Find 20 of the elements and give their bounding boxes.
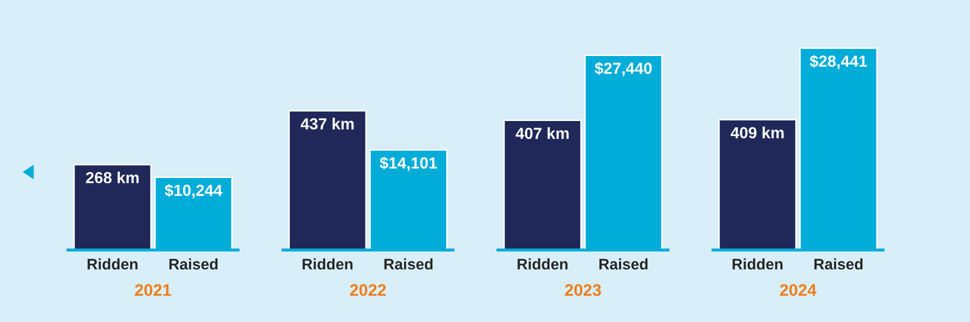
- data-label: 437 km: [300, 118, 354, 130]
- data-label: $14,101: [380, 156, 437, 171]
- data-label: $28,441: [810, 54, 867, 70]
- data-label: $27,440: [594, 62, 652, 76]
- x-axis-title: 2021: [135, 284, 172, 296]
- x-tick-label: Raised: [599, 258, 648, 270]
- data-label: 268 km: [86, 172, 139, 184]
- x-tick-label: Ridden: [302, 258, 352, 270]
- data-label: 407 km: [516, 127, 569, 140]
- x-tick-label: Ridden: [518, 258, 568, 270]
- x-tick-label: Raised: [384, 258, 433, 270]
- x-axis-title: 2022: [350, 284, 386, 296]
- x-axis-title: 2024: [780, 284, 816, 296]
- x-tick-label: Ridden: [732, 258, 782, 270]
- x-tick-label: Raised: [814, 258, 863, 270]
- data-label: 409 km: [730, 126, 784, 138]
- data-label: $10,244: [164, 184, 222, 198]
- x-axis-title: 2023: [565, 284, 601, 296]
- x-tick-label: Ridden: [88, 258, 138, 270]
- x-tick-label: Raised: [169, 258, 218, 270]
